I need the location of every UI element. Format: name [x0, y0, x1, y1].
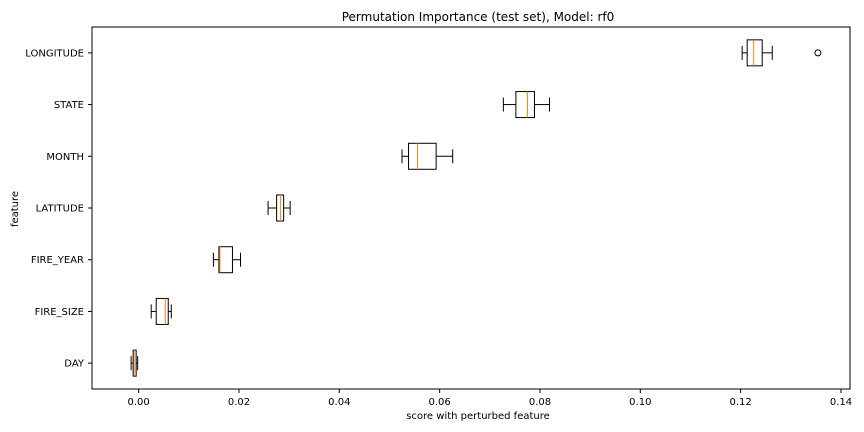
- x-tick-label: 0.00: [128, 397, 150, 408]
- y-tick-label: DAY: [64, 359, 85, 370]
- y-axis-label: feature: [10, 191, 21, 227]
- x-tick-label: 0.06: [429, 397, 451, 408]
- box-iqr: [155, 297, 169, 325]
- x-tick-label: 0.02: [228, 397, 250, 408]
- box-longitude: [741, 39, 822, 67]
- box-iqr: [218, 246, 233, 274]
- x-axis: 0.00 0.02 0.04 0.06 0.08 0.10 0.12 0.14: [128, 389, 852, 408]
- x-tick-label: 0.12: [730, 397, 752, 408]
- box-fire-size: [150, 297, 172, 325]
- y-tick-label: FIRE_SIZE: [35, 307, 84, 318]
- y-tick-label: LATITUDE: [36, 204, 84, 215]
- box-iqr: [746, 39, 763, 67]
- box-month: [401, 142, 454, 170]
- x-tick-label: 0.04: [328, 397, 350, 408]
- y-axis: LONGITUDE STATE MONTH LATITUDE FIRE_YEAR FIRE…: [25, 48, 92, 370]
- x-tick-label: 0.14: [830, 397, 852, 408]
- x-tick-label: 0.10: [629, 397, 651, 408]
- box-iqr: [276, 194, 285, 222]
- x-tick-label: 0.08: [529, 397, 551, 408]
- plot-area: 0.00 0.02 0.04 0.06 0.08 0.10 0.12 0.14 LONGITU…: [25, 26, 852, 408]
- box-iqr: [515, 91, 535, 119]
- y-tick-label: MONTH: [46, 152, 84, 163]
- box-iqr: [408, 142, 437, 170]
- y-tick-label: FIRE_YEAR: [31, 255, 84, 266]
- box-day: [130, 349, 139, 377]
- box-iqr: [132, 349, 137, 377]
- box-layer: [130, 39, 822, 377]
- box-state: [502, 91, 551, 119]
- box-fire-year: [212, 246, 241, 274]
- chart-title: Permutation Importance (test set), Model…: [342, 10, 615, 24]
- x-axis-label: score with perturbed feature: [406, 411, 550, 422]
- y-tick-label: STATE: [54, 100, 84, 111]
- flier-point: [814, 49, 822, 57]
- y-tick-label: LONGITUDE: [25, 48, 84, 59]
- box-latitude: [267, 194, 291, 222]
